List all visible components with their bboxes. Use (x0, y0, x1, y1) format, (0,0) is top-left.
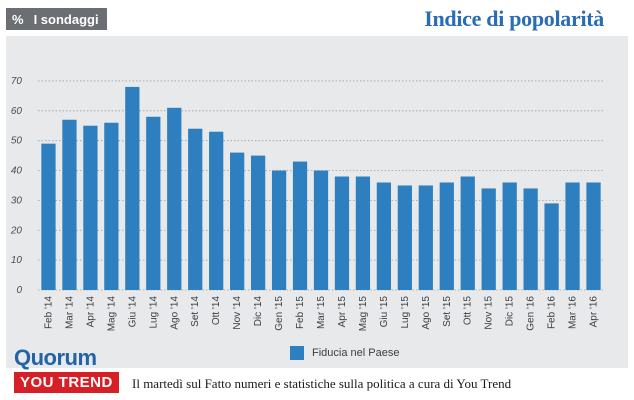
bar (397, 185, 412, 290)
bar (292, 161, 308, 290)
x-tick-label: Apr '14 (85, 296, 96, 328)
x-tick-label: Lug '15 (400, 296, 411, 329)
bar (460, 176, 475, 290)
bar (209, 131, 224, 290)
bar (355, 176, 371, 290)
x-tick-label: Apr '16 (589, 296, 600, 328)
y-tick-label: 60 (11, 106, 23, 117)
section-badge: % I sondaggi (6, 8, 107, 30)
x-tick-label: Set '14 (190, 296, 201, 327)
x-tick-label: Ott '14 (211, 296, 222, 326)
bar (83, 125, 98, 290)
y-tick-label: 30 (11, 195, 23, 206)
bar (62, 119, 77, 290)
x-tick-label: Mag '15 (358, 296, 369, 332)
chart-title: Indice di popolarità (424, 6, 604, 31)
x-tick-label: Mar '16 (568, 296, 579, 329)
x-tick-label: Nov '15 (484, 296, 495, 330)
bar (439, 182, 454, 290)
x-tick-label: Dic '14 (253, 296, 264, 327)
bar (418, 185, 433, 290)
footer-text: Il martedì sul Fatto numeri e statistich… (132, 376, 512, 391)
x-tick-label: Apr '15 (337, 296, 348, 328)
x-tick-label: Dic '15 (505, 296, 516, 327)
bar (230, 152, 245, 290)
bar (502, 182, 517, 290)
bar (271, 170, 287, 290)
bar (565, 182, 580, 290)
section-badge-label: I sondaggi (33, 11, 99, 27)
y-tick-label: 50 (11, 136, 23, 147)
bar (167, 107, 182, 290)
bar (146, 116, 161, 291)
x-tick-label: Mar '15 (316, 296, 327, 329)
x-tick-label: Ago '15 (421, 296, 432, 330)
bar (523, 188, 538, 290)
y-tick-label: 70 (11, 76, 23, 87)
x-tick-label: Feb '16 (547, 296, 558, 329)
bar (334, 176, 350, 290)
x-tick-label: Feb '14 (43, 296, 54, 329)
percent-icon: % (12, 11, 24, 27)
bar (544, 203, 559, 290)
x-tick-label: Gen '15 (274, 296, 285, 331)
legend-label: Fiducia nel Paese (312, 347, 400, 359)
chart-legend: Fiducia nel Paese (290, 346, 399, 360)
bar (188, 128, 203, 290)
bar (250, 155, 266, 290)
y-tick-label: 10 (11, 255, 23, 266)
x-tick-label: Lug '14 (148, 296, 159, 329)
x-tick-label: Ago '14 (169, 296, 180, 330)
x-tick-label: Set '15 (442, 296, 453, 327)
youtrend-logo: YOU TREND (14, 372, 119, 393)
x-tick-label: Nov '14 (232, 296, 243, 330)
legend-swatch (290, 346, 304, 360)
x-tick-label: Feb '15 (295, 296, 306, 329)
bar (125, 86, 140, 290)
x-tick-label: Gen '16 (526, 296, 537, 331)
bar (376, 182, 392, 290)
x-tick-label: Ott '15 (463, 296, 474, 326)
x-tick-label: Giu '14 (127, 296, 138, 328)
y-tick-label: 0 (16, 285, 22, 296)
bar (41, 143, 56, 290)
bar (104, 122, 119, 290)
x-tick-label: Mag '14 (106, 296, 117, 332)
x-tick-label: Mar '14 (64, 296, 75, 329)
bar (586, 182, 601, 290)
x-tick-label: Giu '15 (379, 296, 390, 328)
y-tick-label: 40 (11, 166, 23, 177)
y-tick-label: 20 (10, 225, 23, 236)
bar (481, 188, 496, 290)
quorum-logo: Quorum (14, 345, 97, 370)
bar (313, 170, 329, 290)
